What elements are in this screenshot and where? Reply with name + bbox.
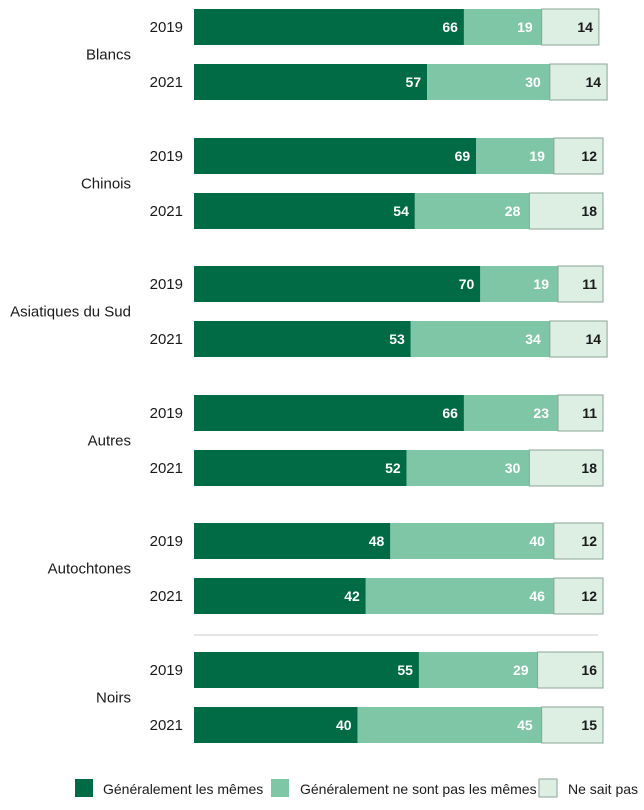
bar-segment	[463, 9, 542, 45]
year-label: 2019	[150, 533, 183, 550]
bar-segment	[427, 64, 550, 100]
data-label: 34	[525, 331, 541, 347]
data-label: 12	[581, 148, 597, 164]
bar-segment	[549, 63, 608, 101]
bar-segment	[410, 321, 550, 357]
group-label: Asiatiques du Sud	[10, 304, 131, 321]
bar-segment	[365, 578, 554, 614]
bar-segment	[194, 9, 464, 45]
data-label: 18	[581, 460, 597, 476]
bar-segment	[357, 707, 542, 743]
bar-segment	[553, 577, 604, 615]
data-label: 16	[581, 662, 597, 678]
year-label: 2019	[150, 662, 183, 679]
group-label: Chinois	[81, 176, 131, 193]
bar-segment	[194, 395, 464, 431]
bar-segment	[194, 321, 411, 357]
bar-segment	[557, 265, 604, 303]
data-label: 66	[442, 405, 458, 421]
data-label: 18	[581, 203, 597, 219]
data-label: 40	[529, 533, 545, 549]
year-label: 2019	[150, 148, 183, 165]
bar-segment	[194, 138, 477, 174]
year-label: 2021	[150, 460, 183, 477]
year-label: 2019	[150, 276, 183, 293]
data-label: 40	[336, 717, 352, 733]
legend-swatch	[538, 778, 558, 798]
bar-segment	[194, 266, 481, 302]
data-label: 30	[525, 74, 541, 90]
bar-segment	[541, 706, 604, 744]
data-label: 54	[393, 203, 409, 219]
data-label: 29	[513, 662, 529, 678]
legend-label: Ne sait pas	[568, 781, 638, 797]
data-label: 46	[529, 588, 545, 604]
bar-segment	[390, 523, 554, 559]
bar-segment	[418, 652, 538, 688]
bar-segment	[528, 192, 604, 230]
bar-segment	[553, 137, 604, 175]
data-label: 53	[389, 331, 405, 347]
data-label: 69	[455, 148, 471, 164]
group-label: Noirs	[96, 690, 131, 707]
bar-segment	[194, 193, 415, 229]
bar-segment	[537, 651, 604, 689]
bar-segment	[553, 522, 604, 560]
data-label: 55	[397, 662, 413, 678]
legend-label: Généralement les mêmes	[103, 781, 263, 797]
bar-segment	[194, 450, 407, 486]
data-label: 19	[533, 276, 549, 292]
legend-swatch	[271, 779, 289, 797]
data-label: 30	[505, 460, 521, 476]
data-label: 42	[344, 588, 360, 604]
group-label: Autochtones	[48, 561, 131, 578]
year-label: 2021	[150, 588, 183, 605]
bar-segment	[194, 64, 428, 100]
bar-segment	[194, 578, 366, 614]
bar-segment	[528, 449, 604, 487]
bar-segment	[406, 450, 530, 486]
data-label: 12	[581, 588, 597, 604]
data-label: 28	[505, 203, 521, 219]
data-label: 19	[529, 148, 545, 164]
bar-segment	[476, 138, 554, 174]
data-label: 12	[581, 533, 597, 549]
bar-segment	[557, 394, 604, 432]
year-label: 2021	[150, 203, 183, 220]
legend-swatch	[75, 779, 93, 797]
data-label: 45	[517, 717, 533, 733]
data-label: 11	[582, 276, 597, 292]
bar-segment	[194, 523, 391, 559]
year-label: 2021	[150, 331, 183, 348]
year-label: 2021	[150, 717, 183, 734]
year-label: 2019	[150, 19, 183, 36]
bar-segment	[414, 193, 530, 229]
data-label: 11	[582, 405, 597, 421]
data-label: 23	[533, 405, 549, 421]
bar-segment	[463, 395, 559, 431]
legend-label: Généralement ne sont pas les mêmes	[300, 781, 537, 797]
data-label: 57	[406, 74, 422, 90]
data-label: 14	[577, 19, 593, 35]
data-label: 14	[586, 331, 602, 347]
data-label: 14	[586, 74, 602, 90]
bar-segment	[194, 707, 358, 743]
bar-segment	[480, 266, 559, 302]
bar-segment	[541, 8, 600, 46]
data-label: 70	[459, 276, 475, 292]
year-label: 2021	[150, 74, 183, 91]
group-label: Autres	[88, 433, 131, 450]
data-label: 15	[581, 717, 597, 733]
data-label: 19	[517, 19, 533, 35]
data-label: 48	[369, 533, 385, 549]
group-label: Blancs	[86, 47, 131, 64]
data-label: 66	[442, 19, 458, 35]
bar-segment	[194, 652, 419, 688]
bar-segment	[549, 320, 608, 358]
data-label: 52	[385, 460, 401, 476]
year-label: 2019	[150, 405, 183, 422]
